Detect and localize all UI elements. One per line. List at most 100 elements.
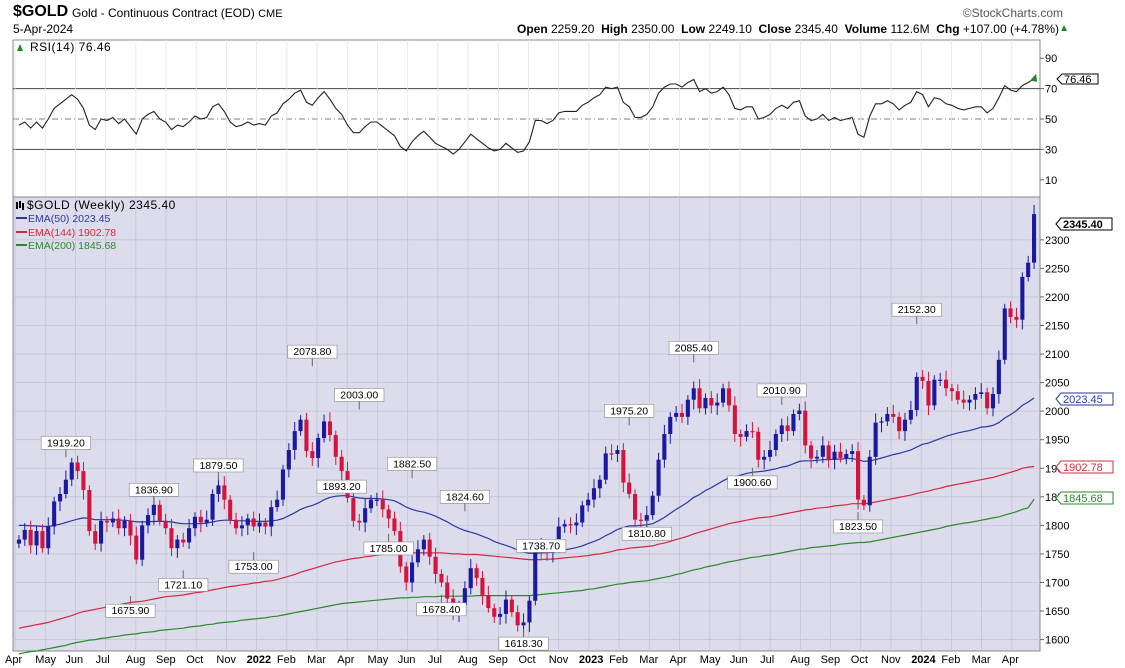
candle-body [638, 519, 643, 521]
x-tick-label: 2022 [247, 654, 271, 666]
price-tick-label: 2100 [1045, 349, 1069, 361]
candle [374, 492, 379, 506]
price-tick-label: 2300 [1045, 235, 1069, 247]
candle-body [773, 434, 778, 450]
price-annotation: 2085.40 [668, 341, 719, 363]
ema50-tag: 2023.45 [1055, 392, 1114, 406]
rsi-tick-label: 30 [1045, 144, 1057, 156]
annotation-box [727, 475, 778, 490]
candle [87, 485, 92, 536]
candle [251, 511, 256, 532]
candle [63, 470, 68, 499]
price-tick-label: 1950 [1045, 435, 1069, 447]
candle-body [316, 438, 321, 458]
candle [944, 370, 949, 397]
candle [169, 519, 174, 557]
candle [844, 449, 849, 465]
candle [967, 395, 972, 411]
candle-body [52, 501, 57, 527]
candle-body [662, 434, 667, 460]
annotation-label: 1836.90 [135, 484, 173, 496]
candle [691, 381, 696, 410]
candle [163, 513, 168, 535]
candle [885, 407, 890, 426]
candle-body [339, 456, 344, 472]
candle [662, 424, 667, 468]
candle-body [146, 515, 151, 526]
candle [280, 464, 285, 506]
candle-body [908, 410, 913, 420]
candle [175, 535, 180, 558]
candle [926, 371, 931, 416]
candle [726, 381, 731, 412]
candle [674, 406, 679, 422]
x-tick-label: Apr [1002, 654, 1019, 666]
candle-body [380, 499, 385, 510]
candle [850, 444, 855, 462]
candle-body [415, 549, 420, 563]
candle-body [116, 518, 121, 529]
x-tick-label: Sep [821, 654, 841, 666]
candle-body [679, 412, 684, 417]
candle [28, 520, 33, 554]
candle [574, 513, 579, 536]
price-tick-label: 2050 [1045, 378, 1069, 390]
price-annotations: 1919.20 1675.90 1836.90 1721.10 1879.50 1753.… [40, 302, 942, 651]
candle-body [873, 422, 878, 457]
candle-body [597, 479, 602, 489]
candle-body [850, 451, 855, 454]
candle-body [140, 525, 145, 560]
annotation-box [387, 456, 438, 471]
candle-body [480, 577, 485, 595]
candle [222, 476, 227, 510]
last-price-tag: 2345.40 [1055, 217, 1113, 231]
x-tick-label: Feb [609, 654, 628, 666]
candle [116, 509, 121, 535]
candle [955, 384, 960, 405]
rsi-icon [17, 44, 23, 51]
x-tick-label: Aug [458, 654, 478, 666]
candle-body [591, 488, 596, 500]
candle [773, 429, 778, 457]
annotation-label: 1721.10 [164, 579, 202, 591]
candle [668, 412, 673, 444]
candle-body [198, 516, 203, 523]
annotation-box [316, 479, 367, 494]
price-annotation: 1836.90 [128, 482, 179, 505]
candle [93, 524, 98, 550]
candle-body [779, 425, 784, 434]
candle [762, 449, 767, 470]
candle [104, 516, 109, 533]
candle [562, 519, 567, 533]
candle [228, 495, 233, 525]
candle-body [368, 499, 373, 509]
price-annotation: 1919.20 [40, 435, 91, 458]
candle [427, 532, 432, 565]
candle [920, 370, 925, 389]
candle [697, 379, 702, 413]
price-annotation: 1975.20 [604, 404, 655, 426]
x-axis: Apr May Jun Jul Aug Sep Oct Nov 2022 Feb Mar Apr May… [5, 654, 1019, 666]
candle-body [204, 519, 209, 523]
price-tick-label: 1600 [1045, 635, 1069, 647]
candle [46, 517, 51, 555]
price-panel: 2300225022002150210020502000195019001850… [12, 196, 1114, 655]
candle-body [228, 499, 233, 520]
x-tick-label: Feb [941, 654, 960, 666]
candle [275, 490, 280, 512]
price-icon [16, 201, 24, 210]
high-value: 2350.00 [631, 22, 675, 36]
candle-body [46, 526, 51, 549]
x-tick-label: Apr [670, 654, 687, 666]
candle [40, 524, 45, 553]
candle-body [310, 451, 315, 458]
candle [603, 446, 608, 485]
candle-body [562, 524, 567, 527]
candle [498, 607, 503, 625]
ema144-legend-label: EMA(144) 1902.78 [28, 227, 116, 239]
candle [879, 416, 884, 433]
candle-body [16, 539, 21, 544]
candle-body [879, 421, 884, 423]
candle-body [609, 453, 614, 455]
candle-body [703, 398, 708, 409]
